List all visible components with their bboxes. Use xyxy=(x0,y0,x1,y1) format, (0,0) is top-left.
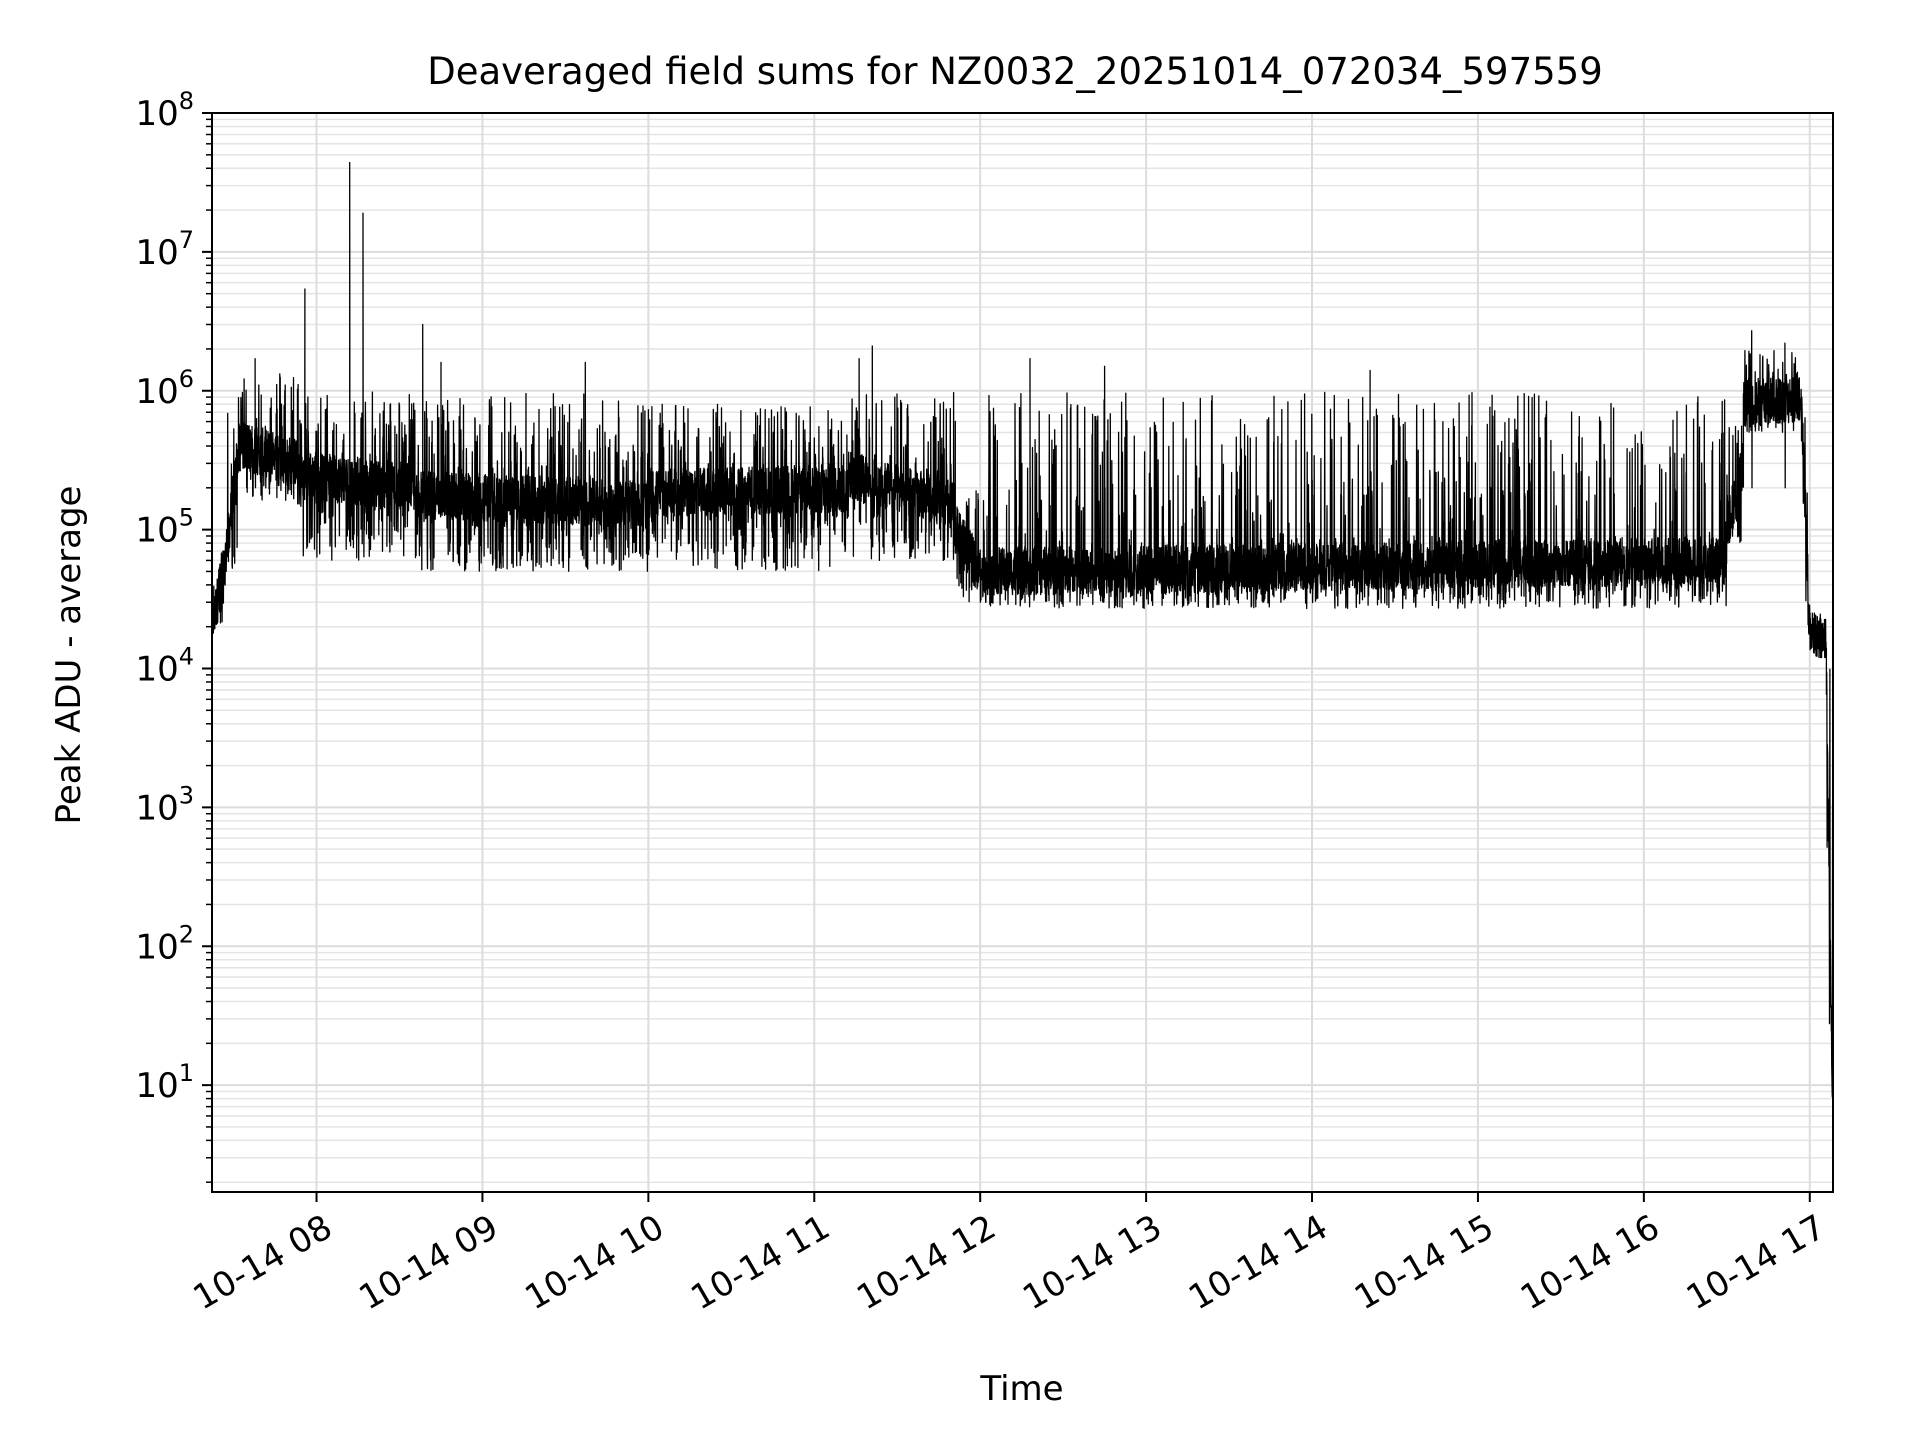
y-tick-label: 101 xyxy=(135,1059,194,1106)
data-series-layer xyxy=(211,161,1834,1120)
y-tick-label: 106 xyxy=(135,365,194,412)
y-tick-label: 104 xyxy=(135,643,194,690)
series-line xyxy=(211,161,1834,1120)
chart-title: Deaveraged field sums for NZ0032_2025101… xyxy=(427,50,1603,93)
x-axis-label: Time xyxy=(979,1369,1063,1409)
y-tick-label: 102 xyxy=(135,920,194,967)
y-tick-label: 107 xyxy=(135,226,194,273)
y-axis-label: Peak ADU - average xyxy=(49,486,89,825)
y-tick-label: 103 xyxy=(135,781,194,828)
y-tick-label: 108 xyxy=(135,87,194,134)
plot-frame xyxy=(211,112,1834,1193)
y-tick-label: 105 xyxy=(135,504,194,551)
y-axis: 101 102 103 104 105 106 107 108 xyxy=(135,87,212,1183)
